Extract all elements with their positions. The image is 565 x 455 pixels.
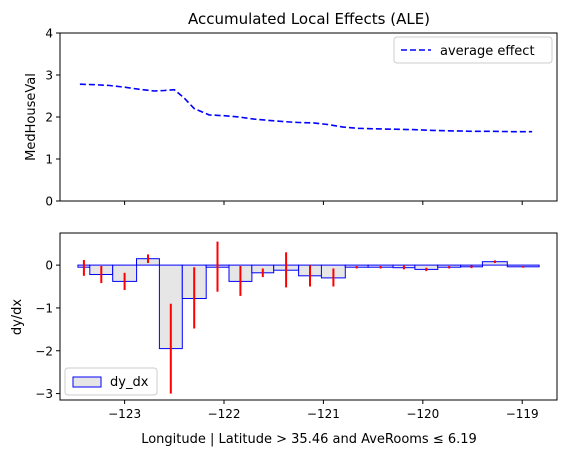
- bottom-y-tick-label: −2: [35, 344, 53, 358]
- figure-title: Accumulated Local Effects (ALE): [188, 10, 430, 28]
- average-effect-line: [79, 83, 533, 133]
- dy-dx-bars: [77, 258, 540, 350]
- top-panel: MedHouseVal 0 1 2 3 4 average effect: [24, 27, 558, 209]
- bottom-y-tick-label: −3: [35, 387, 53, 401]
- bottom-y-tick-label: 0: [45, 259, 53, 273]
- bottom-y-tick-label: −1: [35, 301, 53, 315]
- bottom-x-tick-label: −123: [108, 407, 141, 421]
- top-y-tick-label: 2: [45, 111, 53, 125]
- bottom-y-ticks: 0 −1 −2 −3: [35, 259, 60, 401]
- x-axis-label: Longitude | Latitude > 35.46 and AveRoom…: [141, 432, 477, 447]
- dy-dx-legend-swatch: [72, 376, 102, 388]
- dy-dx-legend-label: dy_dx: [110, 375, 149, 390]
- average-effect-legend-label: average effect: [440, 44, 535, 59]
- bottom-x-ticks: −123 −122 −121 −120 −119: [108, 400, 539, 421]
- error-bars: [82, 241, 525, 394]
- top-x-ticks: [124, 201, 523, 205]
- bottom-x-tick-label: −122: [208, 407, 241, 421]
- bottom-legend: dy_dx: [64, 367, 158, 396]
- bottom-x-tick-label: −121: [307, 407, 340, 421]
- bottom-x-tick-label: −119: [506, 407, 539, 421]
- top-legend-box: [393, 36, 553, 64]
- top-plot-frame: [59, 32, 558, 202]
- bottom-x-tick-label: −120: [406, 407, 439, 421]
- top-y-ticks: 0 1 2 3 4: [45, 27, 60, 209]
- top-y-tick-label: 4: [45, 27, 53, 41]
- bottom-panel: dy/dx 0 −1 −2 −3 −123 −122 −121 −120 −119 dy_dx: [10, 232, 558, 421]
- bottom-legend-box: [64, 367, 158, 396]
- top-y-axis-label: MedHouseVal: [24, 73, 39, 161]
- bottom-y-axis-label: dy/dx: [10, 299, 25, 336]
- bottom-plot-frame: [59, 232, 558, 401]
- top-y-tick-label: 1: [45, 153, 53, 167]
- top-legend: average effect: [393, 36, 553, 64]
- top-y-tick-label: 3: [45, 69, 53, 83]
- top-y-tick-label: 0: [45, 195, 53, 209]
